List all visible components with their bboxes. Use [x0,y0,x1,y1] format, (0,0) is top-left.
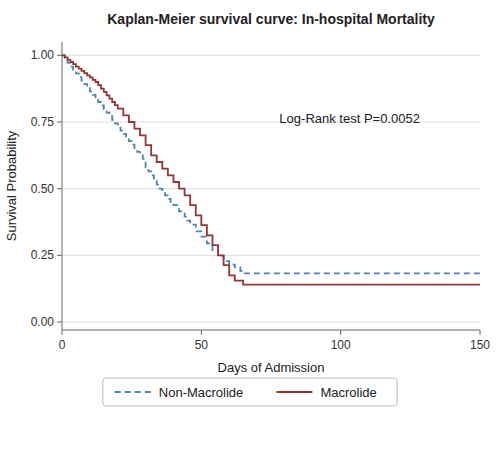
y-axis-line [62,42,63,330]
grid-line [62,188,480,189]
tick-label: 1.00 [31,48,55,62]
legend-label: Non-Macrolide [159,385,244,400]
tick-mark [480,330,481,335]
legend: Non-Macrolide Macrolide [103,378,397,406]
tick-mark [57,188,62,189]
legend-swatch [115,391,151,393]
legend-swatch [276,391,312,393]
y-axis-label: Survival Probability [4,130,19,241]
annotation: Log-Rank test P=0.0052 [279,111,420,126]
legend-box [103,378,397,406]
survival-curve [62,55,480,284]
tick-mark [57,122,62,123]
tick-mark [57,55,62,56]
tick-mark [340,330,341,335]
tick-mark [201,330,202,335]
tick-mark [57,255,62,256]
plot-lines [62,55,480,284]
tick-label: 150 [470,338,490,352]
grid-line [62,322,480,323]
tick-label: 0.00 [31,315,55,329]
tick-label: 0.50 [31,182,55,196]
grid-line [62,55,480,56]
tick-label: 50 [195,338,209,352]
chart: Kaplan-Meier survival curve: In-hospital… [0,0,500,450]
legend-label: Macrolide [320,385,376,400]
x-axis-line [62,330,480,331]
tick-label: 0.25 [31,248,55,262]
tick-label: 0 [59,338,66,352]
grid-line [62,255,480,256]
title: Kaplan-Meier survival curve: In-hospital… [107,11,435,27]
tick-mark [57,322,62,323]
tick-label: 100 [331,338,351,352]
tick-mark [62,330,63,335]
tick-label: 0.75 [31,115,55,129]
survival-curve [62,55,480,273]
x-axis-label: Days of Admission [218,360,325,375]
